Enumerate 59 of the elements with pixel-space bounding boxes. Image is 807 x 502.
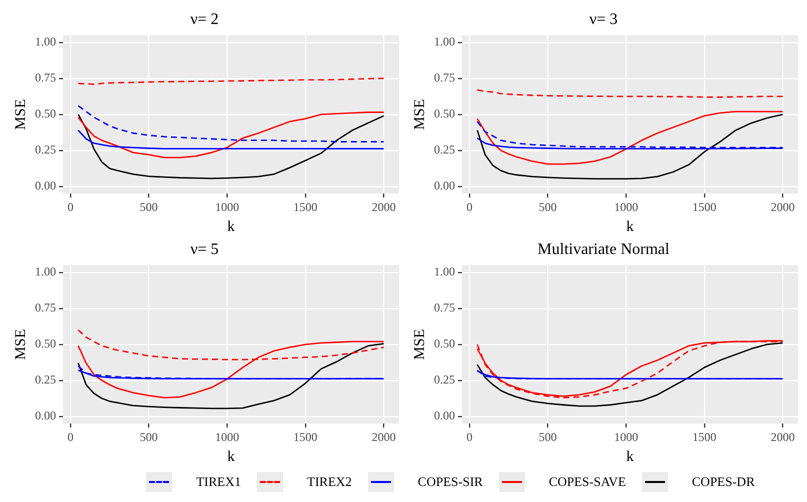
y-tick-label: 0.50: [35, 106, 56, 121]
y-tick-label: 0.00: [35, 408, 56, 423]
x-axis-title: k: [626, 448, 634, 465]
x-tick-label: 2000: [770, 430, 795, 444]
x-axis-title: k: [227, 448, 236, 465]
x-axis-title: k: [626, 218, 634, 235]
y-tick-label: 1.00: [434, 264, 455, 279]
chart-title: ν= 2: [190, 10, 219, 28]
x-tick-label: 500: [538, 200, 557, 214]
y-tick-label: 1.00: [35, 264, 56, 279]
x-tick-label: 0: [67, 430, 74, 444]
y-axis-title: MSE: [12, 98, 29, 130]
y-tick-label: 0.25: [434, 142, 455, 157]
x-tick-label: 1500: [293, 430, 318, 444]
x-tick-label: 1000: [215, 430, 240, 444]
y-tick-label: 0.75: [35, 70, 56, 85]
legend-label: COPES-SAVE: [548, 474, 626, 490]
line-series: [78, 105, 384, 142]
x-tick-label: 500: [538, 430, 557, 444]
y-tick-label: 1.00: [35, 34, 56, 49]
x-tick-label: 1000: [215, 200, 240, 214]
x-tick-label: 500: [140, 430, 158, 444]
x-tick-label: 1000: [614, 430, 638, 444]
line-series: [476, 89, 784, 98]
chart-title: Multivariate Normal: [538, 240, 670, 258]
y-tick-label: 0.50: [434, 336, 455, 351]
x-tick-label: 1500: [692, 200, 716, 214]
x-axis-title: k: [227, 218, 236, 235]
y-tick-label: 0.25: [434, 372, 455, 387]
y-axis-title: MSE: [412, 328, 428, 360]
y-tick-label: 0.75: [35, 300, 56, 315]
x-tick-label: 1500: [692, 430, 716, 444]
legend-label: TIREX1: [196, 474, 242, 490]
y-axis-title: MSE: [412, 98, 428, 130]
x-tick-label: 1000: [614, 200, 638, 214]
y-tick-label: 0.00: [434, 178, 455, 193]
legend-label: COPES-DR: [692, 474, 755, 490]
y-tick-label: 1.00: [434, 34, 455, 49]
y-tick-label: 0.50: [434, 106, 455, 121]
x-tick-label: 0: [466, 200, 472, 214]
chart-title: ν= 3: [589, 10, 618, 28]
y-axis-title: MSE: [12, 328, 29, 360]
x-tick-label: 500: [140, 200, 158, 214]
legend-label: TIREX2: [307, 474, 352, 490]
y-tick-label: 0.00: [434, 408, 455, 423]
y-tick-label: 0.50: [35, 336, 56, 351]
legend-label: COPES-SIR: [418, 474, 483, 490]
y-tick-label: 0.75: [434, 300, 455, 315]
y-tick-label: 0.00: [35, 178, 56, 193]
x-tick-label: 2000: [372, 200, 396, 214]
x-tick-label: 2000: [372, 430, 396, 444]
y-tick-label: 0.75: [434, 70, 455, 85]
x-tick-label: 0: [67, 200, 74, 214]
y-tick-label: 0.25: [35, 142, 56, 157]
y-tick-label: 0.25: [35, 372, 56, 387]
x-tick-label: 1500: [293, 200, 318, 214]
chart-title: ν= 5: [190, 240, 219, 258]
x-tick-label: 0: [466, 430, 472, 444]
x-tick-label: 2000: [770, 200, 795, 214]
